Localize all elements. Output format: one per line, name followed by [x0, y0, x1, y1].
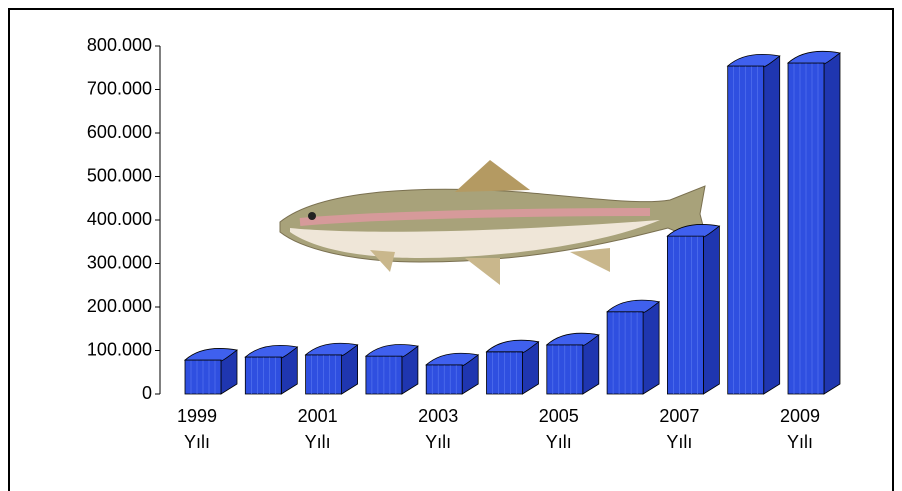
y-tick-label: 800.000 [87, 35, 152, 55]
y-tick-label: 700.000 [87, 78, 152, 98]
bar-side [823, 52, 841, 395]
bar-side [763, 55, 781, 395]
x-tick-label: 2003 Yılı [418, 406, 459, 452]
x-tick-label: 2007 Yılı [659, 406, 700, 452]
frame [8, 8, 894, 491]
x-tick-label: 1999 Yılı [176, 406, 218, 452]
bar-cap [485, 339, 540, 354]
bar-cap [786, 50, 841, 65]
y-tick-label: 0 [142, 383, 152, 403]
y-tick-label: 100.000 [87, 339, 152, 359]
bar-cap [244, 345, 299, 359]
y-tick-label: 400.000 [87, 209, 152, 229]
y-tick-label: 500.000 [87, 165, 152, 185]
fish-illustration [279, 160, 709, 285]
bar-cap [425, 352, 480, 367]
x-tick-label: 2005 Yılı [538, 406, 579, 452]
y-tick-label: 300.000 [87, 252, 152, 272]
bar-side [642, 301, 660, 395]
bar-cap [304, 342, 359, 357]
bar-side [703, 225, 720, 395]
bar-cap [364, 344, 419, 358]
bar-cap [666, 224, 721, 238]
x-tick-label: 2001 Yılı [297, 406, 338, 452]
bar-cap [545, 332, 600, 347]
y-tick-label: 600.000 [87, 122, 152, 142]
y-tick-label: 200.000 [87, 296, 152, 316]
bar-cap [726, 53, 781, 68]
bar-cap [183, 348, 238, 362]
x-tick-label: 2009 Yılı [779, 406, 821, 452]
bar-cap [606, 299, 661, 314]
